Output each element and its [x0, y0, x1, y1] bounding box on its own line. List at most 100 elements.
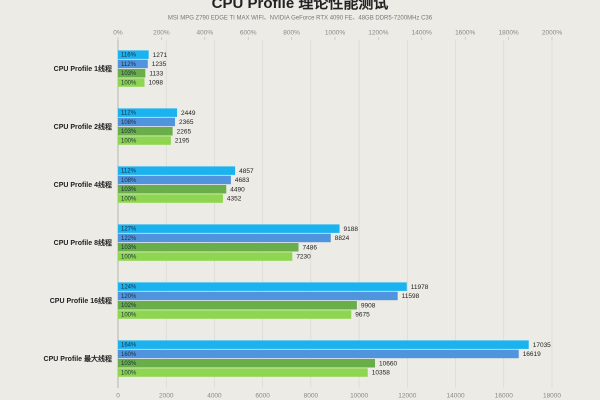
- bar: [118, 136, 171, 145]
- percent-label: 108%: [121, 120, 137, 126]
- percent-label: 103%: [121, 71, 137, 77]
- bar: [118, 310, 352, 319]
- value-label: 16619: [523, 351, 541, 358]
- bar: [118, 359, 376, 368]
- percent-label: 112%: [121, 111, 137, 117]
- bar: [118, 301, 357, 310]
- bar: [118, 59, 148, 69]
- x2-tick-label: 1800%: [498, 30, 518, 37]
- bar: [118, 69, 146, 78]
- bar: [118, 233, 331, 243]
- category-label: CPU Profile 8线程: [54, 238, 112, 247]
- x2-tick-label: 2000%: [542, 30, 562, 37]
- percent-label: 103%: [121, 245, 137, 251]
- percent-label: 102%: [121, 303, 137, 309]
- bar: [118, 108, 178, 117]
- bar: [118, 349, 519, 359]
- category-label: CPU Profile 最大线程: [44, 354, 112, 363]
- value-label: 1271: [153, 52, 168, 59]
- value-label: 7486: [302, 244, 317, 251]
- value-label: 2195: [175, 138, 190, 145]
- percent-label: 108%: [121, 178, 137, 184]
- x2-tick-label: 600%: [240, 30, 257, 37]
- x-tick-label: 12000: [398, 393, 416, 400]
- x-tick-label: 8000: [304, 393, 319, 400]
- percent-label: 100%: [121, 197, 137, 203]
- x2-tick-label: 1200%: [368, 30, 388, 37]
- x2-tick-label: 1600%: [455, 30, 475, 37]
- x2-tick-label: 200%: [153, 30, 170, 37]
- percent-label: 160%: [121, 352, 137, 358]
- percent-label: 122%: [121, 236, 137, 242]
- value-label: 4490: [230, 186, 245, 193]
- value-label: 17035: [533, 342, 551, 349]
- value-label: 2365: [179, 119, 194, 126]
- percent-label: 100%: [121, 371, 137, 377]
- bar: [118, 50, 149, 59]
- percent-label: 103%: [121, 187, 137, 193]
- percent-label: 112%: [121, 62, 137, 68]
- percent-label: 127%: [121, 227, 137, 233]
- value-label: 1133: [149, 70, 163, 77]
- bar: [118, 340, 529, 349]
- x2-tick-label: 800%: [283, 30, 300, 37]
- bar: [118, 175, 231, 185]
- value-label: 2265: [177, 128, 192, 135]
- bar: [118, 368, 368, 377]
- x-tick-label: 14000: [447, 393, 465, 400]
- value-label: 8824: [335, 235, 350, 242]
- bar: [118, 127, 173, 136]
- value-label: 7230: [296, 254, 311, 261]
- value-label: 1098: [148, 80, 163, 87]
- category-label: CPU Profile 1线程: [54, 64, 112, 73]
- value-label: 9188: [344, 226, 359, 233]
- category-label: CPU Profile 4线程: [54, 180, 112, 189]
- x2-tick-label: 1000%: [325, 30, 345, 37]
- percent-label: 116%: [121, 53, 137, 59]
- x-tick-label: 6000: [255, 393, 270, 400]
- x2-tick-label: 0%: [113, 30, 123, 37]
- chart-title: CPU Profile 理论性能测试: [212, 0, 389, 12]
- x2-tick-label: 1400%: [412, 30, 432, 37]
- bar: [118, 282, 407, 291]
- value-label: 4683: [235, 177, 250, 184]
- x-tick-label: 2000: [159, 393, 174, 400]
- value-label: 11598: [402, 293, 420, 300]
- x-tick-label: 10000: [350, 393, 368, 400]
- value-label: 9675: [355, 312, 370, 319]
- category-label: CPU Profile 2线程: [54, 122, 112, 131]
- bar: [118, 243, 299, 252]
- bar: [118, 117, 176, 127]
- bar: [118, 166, 236, 175]
- x-tick-label: 0: [116, 393, 120, 400]
- value-label: 10660: [379, 360, 397, 367]
- percent-label: 112%: [121, 169, 137, 175]
- chart-subtitle: MSI MPG Z790 EDGE TI MAX WIFI、NVIDIA GeF…: [168, 16, 433, 22]
- bar: [118, 291, 398, 301]
- value-label: 2449: [181, 110, 196, 117]
- bar: [118, 252, 293, 261]
- bar: [118, 185, 227, 194]
- bar: [118, 194, 223, 203]
- percent-label: 120%: [121, 294, 137, 300]
- value-label: 9908: [361, 302, 376, 309]
- percent-label: 103%: [121, 129, 137, 135]
- percent-label: 164%: [121, 343, 137, 349]
- percent-label: 100%: [121, 81, 137, 87]
- x-tick-label: 4000: [207, 393, 222, 400]
- value-label: 10358: [372, 370, 390, 377]
- percent-label: 124%: [121, 285, 137, 291]
- percent-label: 100%: [121, 139, 137, 145]
- percent-label: 103%: [121, 361, 137, 367]
- bar: [118, 78, 145, 87]
- x-tick-label: 18000: [543, 393, 561, 400]
- value-label: 11978: [411, 284, 429, 291]
- value-label: 1235: [152, 61, 167, 68]
- percent-label: 100%: [121, 255, 137, 261]
- value-label: 4857: [239, 168, 254, 175]
- category-label: CPU Profile 16线程: [50, 296, 112, 305]
- percent-label: 100%: [121, 313, 137, 319]
